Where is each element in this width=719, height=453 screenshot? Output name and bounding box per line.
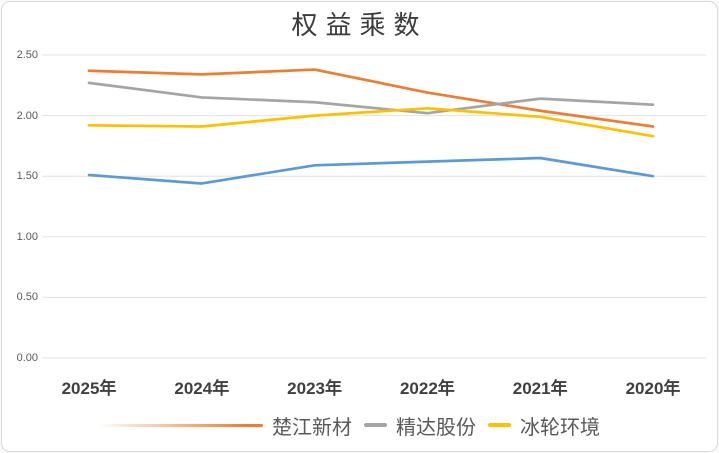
chart-legend: 楚江新材 精达股份 冰轮环境 xyxy=(2,409,717,441)
x-axis-tick-label: 2024年 xyxy=(174,379,230,398)
legend-marker-icon xyxy=(364,423,387,427)
x-axis-tick-label: 2021年 xyxy=(512,379,568,398)
series-line-楚江新材 xyxy=(87,68,655,128)
y-axis-tick-label: 1.50 xyxy=(16,170,38,183)
legend-label: 冰轮环境 xyxy=(520,416,600,439)
x-axis-tick-label: 2022年 xyxy=(399,379,455,398)
chart-title: 权益乘数 xyxy=(291,11,428,40)
legend-item: 楚江新材 xyxy=(97,411,352,440)
legend-marker-icon xyxy=(97,423,263,427)
y-axis-tick-label: 1.00 xyxy=(16,230,38,243)
y-axis-tick-label: 2.50 xyxy=(16,49,38,61)
x-axis-tick-label: 2020年 xyxy=(625,379,681,398)
x-axis-tick-label: 2025年 xyxy=(61,379,117,398)
y-axis-tick-label: 2.00 xyxy=(16,109,38,122)
series-line xyxy=(87,156,655,185)
y-axis-tick-label: 0.50 xyxy=(16,291,38,304)
legend-label: 楚江新材 xyxy=(272,416,352,439)
series-line-精达股份 xyxy=(87,81,655,115)
y-axis-tick-label: 0.00 xyxy=(16,352,38,364)
legend-item: 精达股份 xyxy=(364,411,476,440)
series-line-冰轮环境 xyxy=(87,106,655,138)
x-axis-tick-label: 2023年 xyxy=(287,379,343,398)
legend-marker-icon xyxy=(488,423,511,427)
legend-label: 精达股份 xyxy=(396,416,476,439)
legend-item: 冰轮环境 xyxy=(488,411,600,440)
